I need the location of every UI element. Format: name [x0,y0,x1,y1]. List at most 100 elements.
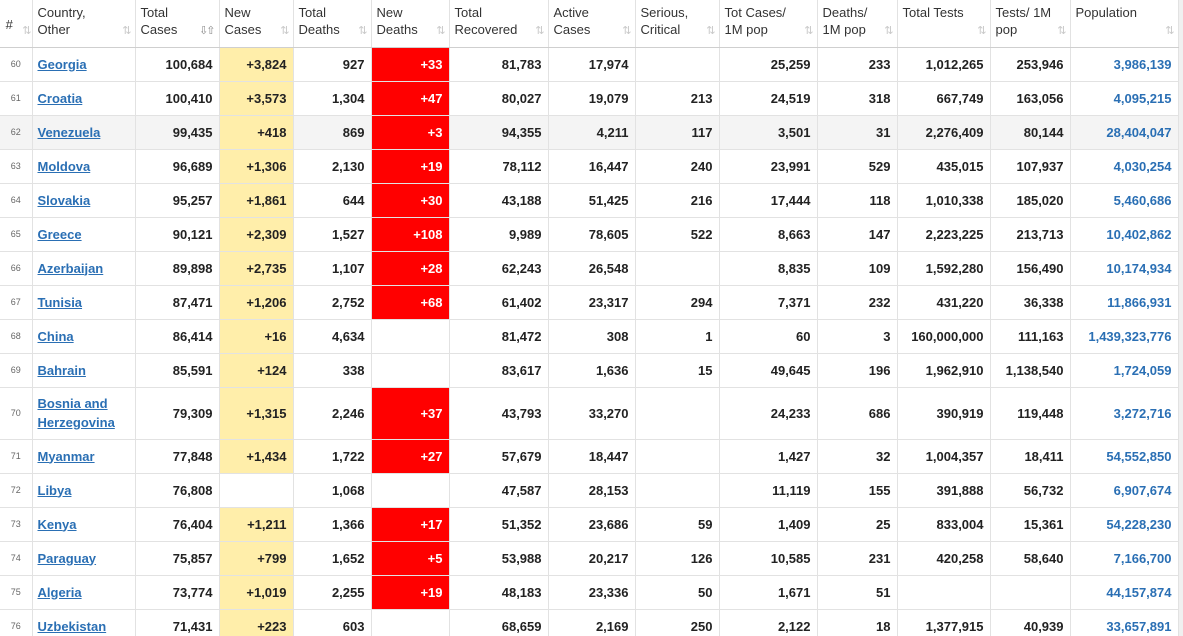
country-link[interactable]: Bahrain [37,362,86,378]
cell-active: 26,548 [548,251,636,286]
cell-deaths-1m: 32 [817,439,898,474]
column-header-cases-per-1m[interactable]: Tot Cases/ 1M pop ⇅ [719,0,818,48]
column-header-active-cases[interactable]: Active Cases ⇅ [548,0,636,48]
country-link[interactable]: Libya [37,482,72,498]
table-row[interactable]: 76 Uzbekistan 71,431 +223 603 68,659 2,169 250 2… [0,609,1179,636]
cell-total-cases: 79,309 [135,387,220,440]
column-header-rank[interactable]: # ⇅ [0,0,33,48]
sort-arrows-icon[interactable]: ⇅ [358,24,367,37]
column-header-total-deaths[interactable]: Total Deaths ⇅ [293,0,372,48]
cell-tests-1m: 80,144 [990,115,1071,150]
sort-arrows-icon[interactable]: ⇅ [22,24,31,37]
cell-deaths-1m: 318 [817,81,898,116]
sort-arrows-icon[interactable]: ⇅ [1057,24,1066,37]
table-row[interactable]: 67 Tunisia 87,471 +1,206 2,752 +68 61,402 23,31… [0,285,1179,320]
cell-serious: 216 [635,183,720,218]
cell-cases-1m: 8,663 [719,217,818,252]
table-row[interactable]: 74 Paraguay 75,857 +799 1,652 +5 53,988 20,217 1… [0,541,1179,576]
cell-active: 1,636 [548,353,636,388]
table-row[interactable]: 64 Slovakia 95,257 +1,861 644 +30 43,188 51,425… [0,183,1179,218]
country-link[interactable]: Paraguay [37,550,97,566]
cell-new-deaths: +37 [371,387,450,440]
table-row[interactable]: 72 Libya 76,808 1,068 47,587 28,153 11,119 155 3… [0,473,1179,508]
country-link[interactable]: China [37,328,74,344]
column-header-deaths-per-1m[interactable]: Deaths/ 1M pop ⇅ [817,0,898,48]
table-row[interactable]: 62 Venezuela 99,435 +418 869 +3 94,355 4,211 117… [0,115,1179,150]
cell-recovered: 57,679 [449,439,549,474]
cell-new-deaths [371,353,450,388]
cell-new-deaths: +5 [371,541,450,576]
cell-deaths-1m: 233 [817,47,898,82]
sort-arrows-icon[interactable]: ⇅ [122,24,131,37]
table-row[interactable]: 75 Algeria 73,774 +1,019 2,255 +19 48,183 23,33… [0,575,1179,610]
table-row[interactable]: 60 Georgia 100,684 +3,824 927 +33 81,783 17,974… [0,47,1179,82]
table-row[interactable]: 71 Myanmar 77,848 +1,434 1,722 +27 57,679 18,44… [0,439,1179,474]
cell-cases-1m: 24,233 [719,387,818,440]
cell-new-deaths [371,609,450,636]
column-header-total-cases[interactable]: Total Cases ⇩⇧ [135,0,220,48]
country-link[interactable]: Uzbekistan [37,618,107,634]
cell-total-cases: 71,431 [135,609,220,636]
sort-arrows-icon[interactable]: ⇅ [977,24,986,37]
cell-total-cases: 99,435 [135,115,220,150]
sort-arrows-icon[interactable]: ⇅ [884,24,893,37]
sort-arrows-icon[interactable]: ⇅ [706,24,715,37]
sort-arrows-icon[interactable]: ⇅ [1165,24,1174,37]
column-header-total-recovered[interactable]: Total Recovered ⇅ [449,0,549,48]
column-header-serious-critical[interactable]: Serious, Critical ⇅ [635,0,720,48]
country-link[interactable]: Venezuela [37,124,101,140]
table-row[interactable]: 61 Croatia 100,410 +3,573 1,304 +47 80,027 19,0… [0,81,1179,116]
country-link[interactable]: Moldova [37,158,91,174]
cell-deaths-1m: 109 [817,251,898,286]
column-header-label: # [5,17,13,32]
sort-arrows-icon[interactable]: ⇅ [436,24,445,37]
country-link[interactable]: Georgia [37,56,87,72]
table-row[interactable]: 68 China 86,414 +16 4,634 81,472 308 1 60 3 160,00… [0,319,1179,354]
column-header-total-tests[interactable]: Total Tests ⇅ [897,0,991,48]
cell-serious [635,251,720,286]
country-link[interactable]: Slovakia [37,192,91,208]
sort-arrows-icon[interactable]: ⇅ [280,24,289,37]
table-row[interactable]: 66 Azerbaijan 89,898 +2,735 1,107 +28 62,243 26… [0,251,1179,286]
cell-active: 28,153 [548,473,636,508]
cell-tests: 390,919 [897,387,991,440]
table-row[interactable]: 63 Moldova 96,689 +1,306 2,130 +19 78,112 16,44… [0,149,1179,184]
column-header-population[interactable]: Population ⇅ [1070,0,1179,48]
cell-tests-1m: 213,713 [990,217,1071,252]
cell-recovered: 81,783 [449,47,549,82]
country-link[interactable]: Azerbaijan [37,260,104,276]
sort-arrows-icon[interactable]: ⇩⇧ [199,24,216,37]
country-link[interactable]: Bosnia and Herzegovina [37,396,115,430]
column-header-tests-per-1m[interactable]: Tests/ 1M pop ⇅ [990,0,1071,48]
country-link[interactable]: Algeria [37,584,82,600]
cell-country: Uzbekistan [32,609,136,636]
country-link[interactable]: Croatia [37,90,83,106]
cell-population: 7,166,700 [1070,541,1179,576]
sort-arrows-icon[interactable]: ⇅ [622,24,631,37]
table-row[interactable]: 69 Bahrain 85,591 +124 338 83,617 1,636 15 49,64… [0,353,1179,388]
cell-cases-1m: 11,119 [719,473,818,508]
country-link[interactable]: Tunisia [37,294,83,310]
cell-new-cases: +124 [219,353,294,388]
country-link[interactable]: Kenya [37,516,77,532]
column-header-new-deaths[interactable]: New Deaths ⇅ [371,0,450,48]
table-row[interactable]: 70 Bosnia and Herzegovina 79,309 +1,315 2,24… [0,387,1179,440]
cell-new-cases [219,473,294,508]
cell-new-cases: +16 [219,319,294,354]
country-link[interactable]: Myanmar [37,448,95,464]
column-header-country[interactable]: Country, Other ⇅ [32,0,136,48]
column-header-new-cases[interactable]: New Cases ⇅ [219,0,294,48]
table-row[interactable]: 73 Kenya 76,404 +1,211 1,366 +17 51,352 23,686 5… [0,507,1179,542]
cell-total-cases: 96,689 [135,149,220,184]
table-row[interactable]: 65 Greece 90,121 +2,309 1,527 +108 9,989 78,605… [0,217,1179,252]
country-link[interactable]: Greece [37,226,82,242]
cell-recovered: 94,355 [449,115,549,150]
cell-active: 4,211 [548,115,636,150]
cell-population: 1,724,059 [1070,353,1179,388]
scrollbar[interactable] [1179,0,1183,636]
column-header-label: Total Cases [140,5,178,37]
sort-arrows-icon[interactable]: ⇅ [804,24,813,37]
sort-arrows-icon[interactable]: ⇅ [535,24,544,37]
cell-cases-1m: 1,427 [719,439,818,474]
cell-tests: 1,010,338 [897,183,991,218]
